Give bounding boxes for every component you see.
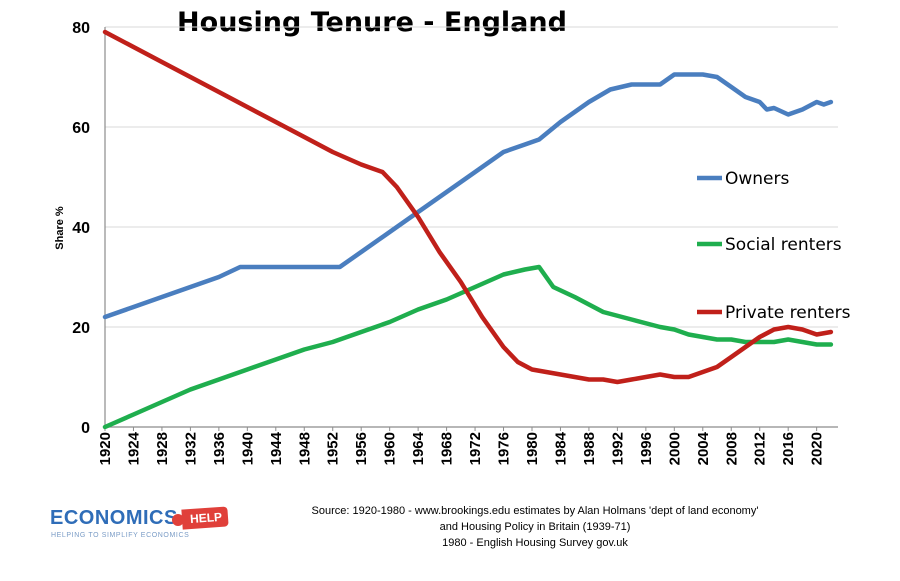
y-tick-20: 20 bbox=[72, 320, 90, 337]
legend-label-private-renters: Private renters bbox=[725, 303, 851, 323]
x-tick-1960: 1960 bbox=[382, 432, 399, 465]
series-line-private-renters bbox=[102, 29, 834, 385]
x-tick-1924: 1924 bbox=[125, 431, 142, 465]
economics-help-logo: ECONOMICS HELP HELPING TO SIMPLIFY ECONO… bbox=[50, 506, 240, 549]
x-tick-2020: 2020 bbox=[809, 432, 826, 465]
x-tick-1972: 1972 bbox=[467, 432, 484, 465]
legend: Owners Social renters Private renters bbox=[697, 169, 851, 323]
x-tick-1976: 1976 bbox=[496, 432, 513, 465]
logo-tagline: HELPING TO SIMPLIFY ECONOMICS bbox=[51, 532, 190, 539]
x-tick-1928: 1928 bbox=[154, 432, 171, 465]
x-tick-1996: 1996 bbox=[638, 432, 655, 465]
logo-wordmark: ECONOMICS bbox=[50, 507, 178, 529]
x-tick-1956: 1956 bbox=[353, 432, 370, 465]
series-line-owners bbox=[102, 72, 834, 320]
x-tick-1964: 1964 bbox=[410, 431, 427, 465]
source-line-2: and Housing Policy in Britain (1939-71) bbox=[439, 521, 631, 533]
x-tick-2008: 2008 bbox=[723, 432, 740, 465]
x-tick-1952: 1952 bbox=[325, 432, 342, 465]
y-axis-ticks: 0 20 40 60 80 bbox=[72, 20, 90, 437]
logo-help-badge: HELP bbox=[181, 506, 229, 530]
source-line-1: Source: 1920-1980 - www.brookings.edu es… bbox=[311, 505, 759, 517]
x-tick-1988: 1988 bbox=[581, 432, 598, 465]
legend-label-owners: Owners bbox=[725, 169, 790, 189]
x-tick-2000: 2000 bbox=[666, 432, 683, 465]
x-tick-1920: 1920 bbox=[97, 432, 114, 465]
x-tick-1936: 1936 bbox=[211, 432, 228, 465]
x-tick-2012: 2012 bbox=[752, 432, 769, 465]
axes bbox=[104, 27, 838, 428]
y-tick-0: 0 bbox=[81, 420, 90, 437]
y-tick-60: 60 bbox=[72, 120, 90, 137]
x-tick-1948: 1948 bbox=[296, 432, 313, 465]
y-tick-40: 40 bbox=[72, 220, 90, 237]
chart-title: Housing Tenure - England bbox=[177, 7, 567, 38]
x-tick-1968: 1968 bbox=[439, 432, 456, 465]
y-axis-label: Share % bbox=[54, 206, 66, 250]
x-tick-2004: 2004 bbox=[695, 431, 712, 465]
x-tick-1980: 1980 bbox=[524, 432, 541, 465]
x-tick-1932: 1932 bbox=[182, 432, 199, 465]
x-tick-1984: 1984 bbox=[552, 431, 569, 465]
y-tick-80: 80 bbox=[72, 20, 90, 37]
source-line-3: 1980 - English Housing Survey gov.uk bbox=[442, 537, 628, 549]
series-lines bbox=[102, 29, 834, 430]
x-tick-2016: 2016 bbox=[780, 432, 797, 465]
x-tick-1940: 1940 bbox=[239, 432, 256, 465]
x-axis-ticks: 1920 1924 1928 1932 1936 1940 1944 1948 1952 1956… bbox=[97, 427, 826, 465]
legend-label-social-renters: Social renters bbox=[725, 235, 842, 255]
gridlines bbox=[105, 26, 838, 328]
source-note: Source: 1920-1980 - www.brookings.edu es… bbox=[255, 503, 815, 551]
logo-dot-icon bbox=[172, 514, 184, 526]
x-tick-1992: 1992 bbox=[609, 432, 626, 465]
x-tick-1944: 1944 bbox=[268, 431, 285, 465]
